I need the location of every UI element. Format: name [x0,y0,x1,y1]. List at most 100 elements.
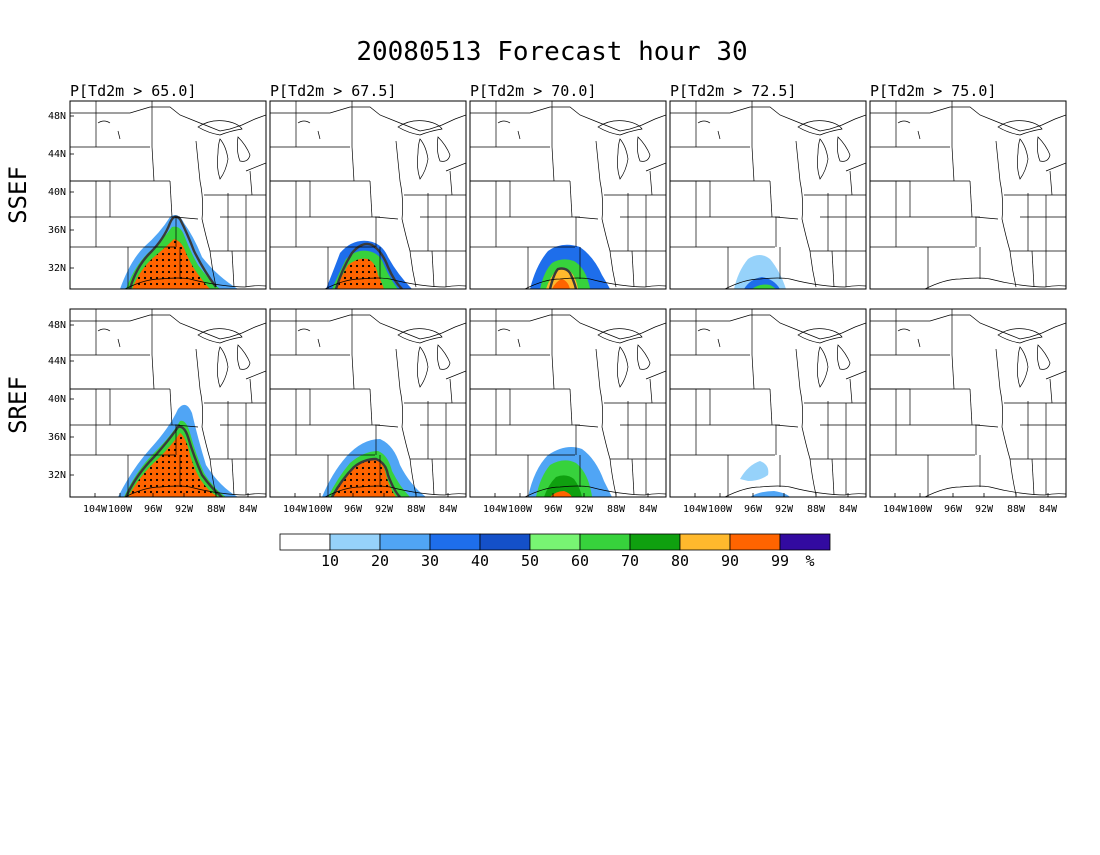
lon-tick-label: 92W [375,504,394,515]
probability-contour-4 [550,491,572,497]
lon-tick-label: 104W [883,504,908,515]
colorbar-label: 90 [721,552,739,570]
lat-tick-label: 48N [48,320,66,331]
lon-tick-label: 104W [283,504,308,515]
panel-border [269,100,467,290]
probability-contour-2 [750,491,790,497]
probability-contour-4 [552,279,570,289]
figure-title: 20080513 Forecast hour 30 [356,37,747,67]
column-title-4: P[Td2m > 72.5] [670,82,796,100]
row-labels: SSEF SREF [4,166,32,434]
ensemble-mean-contour [124,425,223,497]
map-panel-ssef-4: P[Td2m > 72.5] [669,82,867,290]
probability-field [740,461,790,497]
lon-tick-label: 96W [944,504,963,515]
colorbar-label: 70 [621,552,639,570]
probability-contour-1 [740,461,769,481]
colorbar-label: 20 [371,552,389,570]
lon-tick-label: 84W [439,504,458,515]
probability-field [326,240,412,289]
ensemble-mean-contour [548,267,578,289]
panel-border [469,100,667,290]
map-panel-ssef-2: P[Td2m > 67.5] [269,82,467,290]
panel-border [669,100,867,290]
lat-tick-label: 32N [48,470,66,481]
colorbar-label: 80 [671,552,689,570]
colorbar-swatch [579,533,631,551]
colorbar-swatch [329,533,381,551]
panel-border [269,308,467,498]
lat-tick-label: 40N [48,394,66,405]
probability-contour-3 [752,284,776,289]
lon-tick-label: 100W [708,504,733,515]
lon-tick-label: 88W [407,504,426,515]
lon-tick-label: 96W [344,504,363,515]
lon-tick-label: 92W [775,504,794,515]
lon-tick-label: 100W [308,504,333,515]
map-panel-sref-2: 104W 100W 96W 92W 88W 84W [269,308,467,515]
lon-tick-label: 104W [83,504,108,515]
panel-border [469,308,667,498]
stipple-area [128,433,218,497]
map-panel-sref-5: 104W 100W 96W 92W 88W 84W [869,308,1067,515]
colorbar-swatch [729,533,781,551]
colorbar-swatch [529,533,581,551]
lon-tick-label: 88W [207,504,226,515]
colorbar-label: 10 [321,552,339,570]
lon-tick-label: 88W [807,504,826,515]
colorbar-label: 40 [471,552,489,570]
map-panel-sref-1: 48N 44N 40N 36N 32N 104W 100W 96W 92W 88W 84W [48,308,267,515]
colorbar-swatch [429,533,481,551]
colorbar-swatch [279,533,331,551]
lon-tick-label: 104W [683,504,708,515]
probability-contour-3 [544,475,582,497]
panel-grid: P[Td2m > 65.0] 48N 44N 40N 36N 32N P[Td2m > 67… [48,82,1067,515]
probability-field [530,244,610,289]
colorbar-swatch [779,533,831,551]
panel-border [69,100,267,290]
colorbar: 10 20 30 40 50 60 70 80 90 99% [279,533,831,570]
colorbar-label: 50 [521,552,539,570]
panel-border [869,100,1067,290]
column-title-3: P[Td2m > 70.0] [470,82,596,100]
colorbar-swatch [629,533,681,551]
lon-tick-label: 96W [144,504,163,515]
row-label-sref: SREF [4,376,32,434]
lat-tick-label: 44N [48,356,66,367]
lon-tick-label: 84W [639,504,658,515]
lat-tick-label: 44N [48,149,66,160]
lon-tick-label: 96W [544,504,563,515]
lon-tick-label: 100W [908,504,933,515]
row-label-ssef: SSEF [4,166,32,224]
column-title-2: P[Td2m > 67.5] [270,82,396,100]
colorbar-swatch [679,533,731,551]
lat-tick-label: 36N [48,432,66,443]
map-panel-ssef-1: P[Td2m > 65.0] 48N 44N 40N 36N 32N [48,82,267,290]
map-panel-ssef-5: P[Td2m > 75.0] [869,82,1067,290]
lon-tick-label: 96W [744,504,763,515]
panel-border [69,308,267,498]
lat-tick-label: 48N [48,111,66,122]
lon-tick-label: 104W [483,504,508,515]
stipple-area [132,239,210,289]
probability-field [118,404,238,497]
lon-tick-label: 84W [239,504,258,515]
colorbar-unit: % [805,552,814,570]
lon-tick-label: 88W [1007,504,1026,515]
map-panel-sref-4: 104W 100W 96W 92W 88W 84W [669,308,867,515]
lat-tick-label: 36N [48,225,66,236]
lon-tick-label: 88W [607,504,626,515]
stipple-area [336,258,384,289]
panel-border [869,308,1067,498]
colorbar-swatch [479,533,531,551]
column-title-5: P[Td2m > 75.0] [870,82,996,100]
ensemble-mean-contour [330,457,401,497]
colorbar-label: 30 [421,552,439,570]
probability-field [120,215,238,289]
lon-tick-label: 100W [508,504,533,515]
lon-tick-label: 92W [175,504,194,515]
lon-tick-label: 84W [1039,504,1058,515]
colorbar-label: 60 [571,552,589,570]
lon-tick-label: 100W [108,504,133,515]
